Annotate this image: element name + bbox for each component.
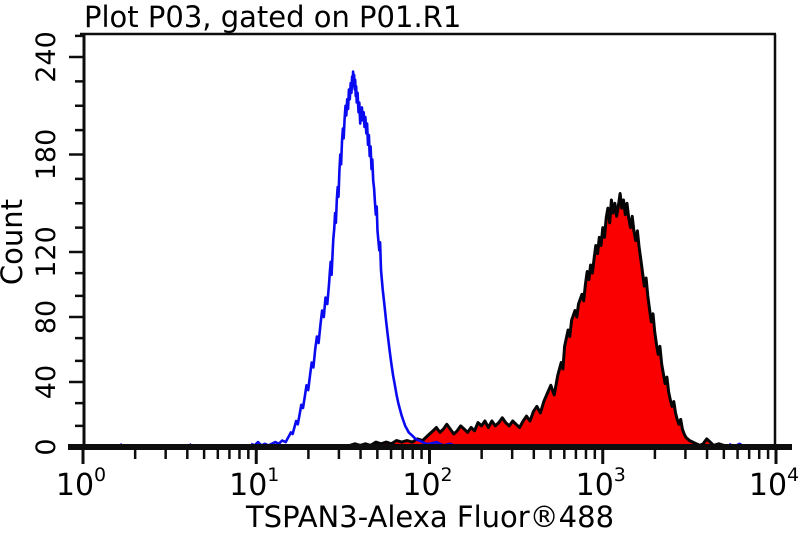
plot-title: Plot P03, gated on P01.R1	[84, 0, 461, 34]
x-tick-label: 101	[229, 464, 279, 503]
sample-histogram-outline	[342, 192, 732, 449]
plot-border	[80, 32, 777, 450]
y-tick-label: 40	[31, 365, 62, 399]
x-tick-label: 102	[402, 464, 452, 503]
y-tick-label: 180	[31, 129, 62, 181]
y-tick-label: 240	[31, 31, 62, 83]
y-axis-ticks: 0 40 80 120 180 240	[31, 31, 84, 456]
sample-histogram-fill	[342, 193, 742, 447]
x-axis-tick-marks	[81, 450, 778, 464]
x-axis-line	[68, 444, 792, 450]
x-tick-label: 100	[56, 464, 106, 503]
y-axis-label: Count	[0, 199, 29, 285]
y-tick-label: 80	[31, 300, 62, 334]
x-axis-label: TSPAN3-Alexa Fluor®488	[245, 500, 614, 534]
x-axis-tick-labels: 100 101 102 103 104	[56, 464, 799, 503]
y-tick-label: 0	[31, 438, 62, 455]
y-tick-label: 120	[31, 226, 62, 278]
x-tick-label: 103	[576, 464, 626, 503]
x-tick-label: 104	[749, 464, 799, 503]
